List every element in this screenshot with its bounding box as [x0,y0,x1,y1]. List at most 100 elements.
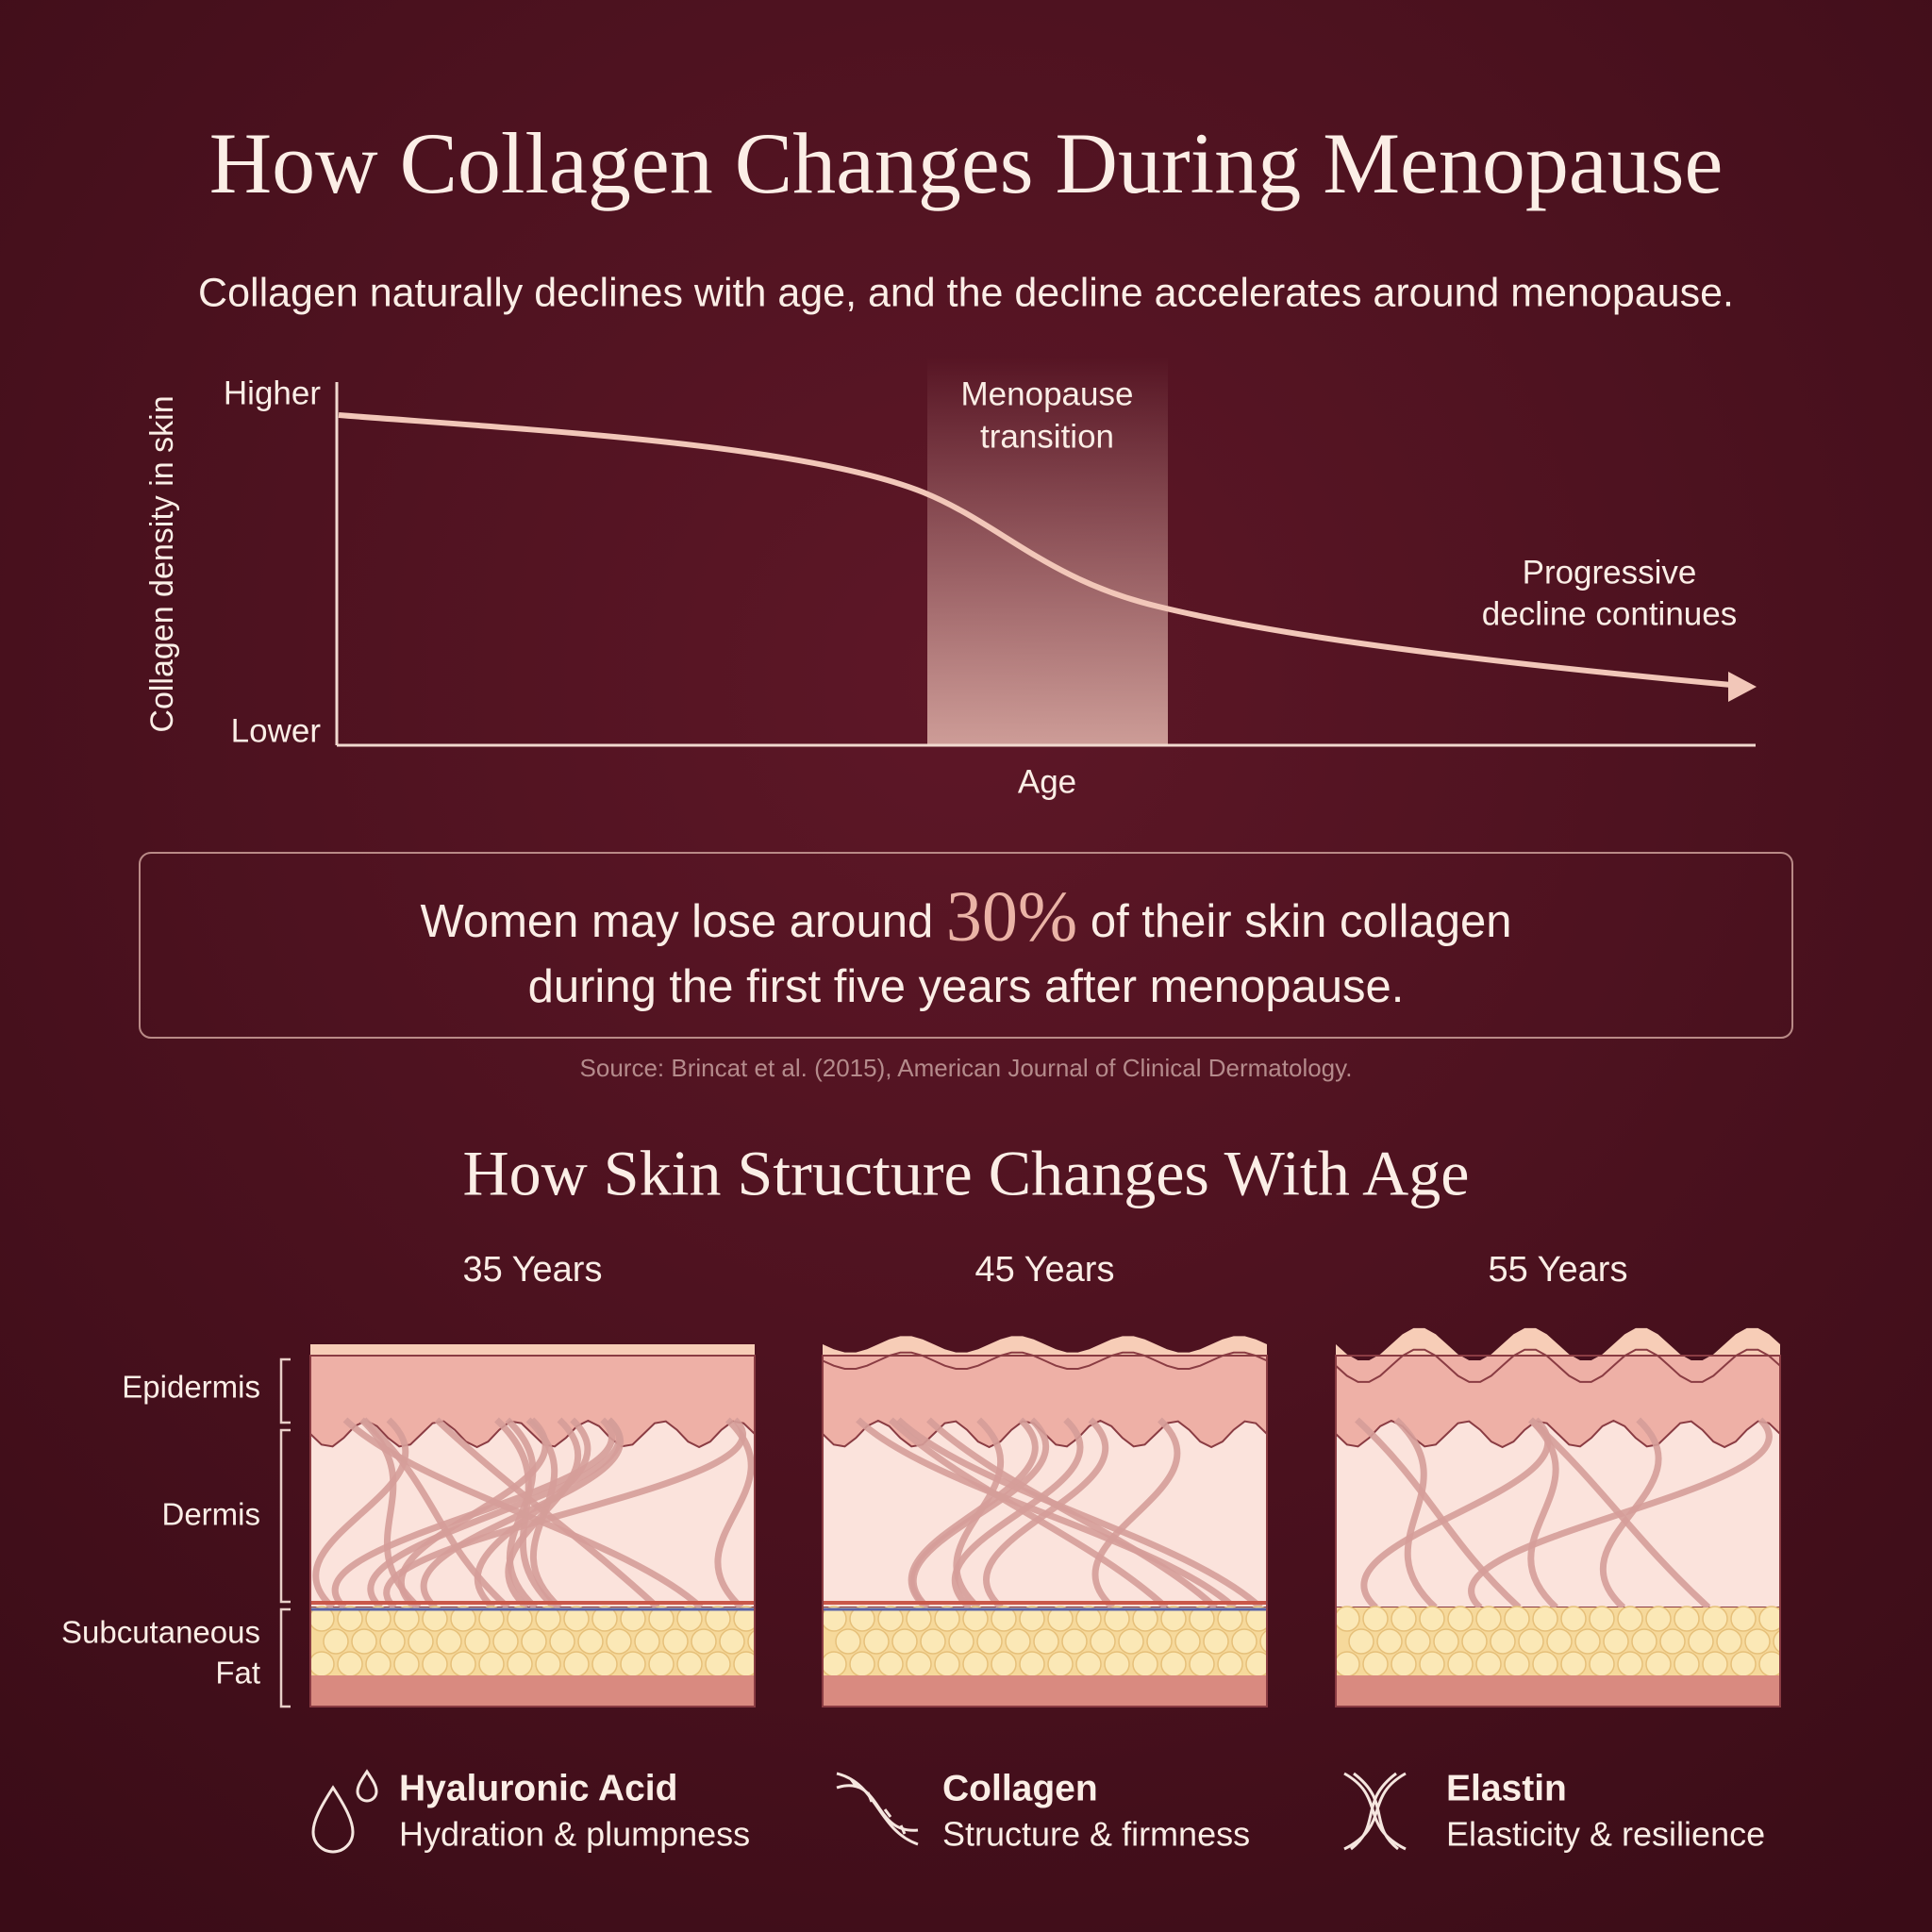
fat-cell [1189,1606,1215,1632]
skin-panel [1336,1327,1780,1707]
panel-label: 35 Years [463,1250,603,1290]
fat-cell [962,1651,989,1677]
fat-cell [620,1606,646,1632]
fat-cell [1231,1628,1257,1655]
collagen-fiber [1393,1417,1438,1610]
fat-cell [1504,1606,1530,1632]
deep-layer [1336,1675,1780,1707]
fat-cell [464,1628,491,1655]
fat-cell [1730,1651,1757,1677]
layer-label: Fat [215,1656,260,1690]
fat-cell [549,1628,575,1655]
fat-cell [1758,1606,1780,1632]
fat-cell [1174,1628,1201,1655]
skin-panel [823,1336,1267,1707]
fat-cell [535,1606,561,1632]
fat-cell [1061,1628,1088,1655]
fat-cell [1617,1606,1643,1632]
layer-label: Subcutaneous [61,1615,260,1650]
fat-cell [835,1628,861,1655]
fat-cell [1362,1606,1389,1632]
fat-cell [1518,1628,1544,1655]
collagen-fiber [1527,1417,1559,1610]
fat-cell [1132,1651,1158,1677]
fat-cell [934,1606,960,1632]
fat-cell [1391,1651,1417,1677]
fat-cell [337,1606,363,1632]
fat-cell [1203,1628,1229,1655]
epidermis-line [1336,1348,1780,1383]
deep-layer [823,1675,1267,1707]
fat-cell [1688,1628,1714,1655]
fat-cell [823,1651,847,1677]
legend-text: Elasticity & resilience [1446,1815,1765,1854]
fat-cell [1546,1628,1573,1655]
fat-cell [1560,1651,1587,1677]
fat-cell [719,1628,745,1655]
collagen-fiber [888,1417,1169,1610]
fat-cell [1047,1651,1074,1677]
collagen-fiber [505,1417,582,1610]
fat-cell [906,1651,932,1677]
collagen-fiber [1355,1417,1522,1610]
fat-cell [1146,1628,1173,1655]
fat-cell [1118,1628,1144,1655]
menopause-band [927,358,1168,745]
fat-cell [1532,1651,1558,1677]
fat-cell [563,1651,590,1677]
fat-cell [705,1606,731,1632]
collagen-fiber [951,1417,1084,1610]
fat-cell [948,1628,974,1655]
band-label: transition [980,418,1114,455]
collagen-fiber [895,1417,1263,1610]
collagen-curve [338,412,1732,688]
fat-cell [991,1651,1017,1677]
fat-cell [507,1606,533,1632]
skin-panels: 35 Years 45 Years 55 Years [309,1250,1781,1707]
layer-label: Epidermis [122,1370,260,1405]
fat-cell [365,1606,391,1632]
collagen-fiber [1360,1417,1552,1610]
legend-text: Structure & firmness [942,1815,1250,1854]
collagen-fiber [1599,1417,1662,1610]
fat-cell [606,1628,632,1655]
collagen-fiber [1528,1417,1711,1610]
fat-cell [393,1651,420,1677]
fat-cell [577,1628,604,1655]
panel-label: 45 Years [975,1250,1115,1290]
fat-cell [408,1628,434,1655]
fat-cell [823,1606,847,1632]
fat-cell [1047,1606,1074,1632]
fat-cell [1603,1628,1629,1655]
skin-panel [310,1344,755,1707]
fat-cell [1589,1651,1615,1677]
fat-cell [535,1651,561,1677]
fat-cell [1730,1606,1757,1632]
fat-cell [1160,1651,1187,1677]
fat-cell [337,1651,363,1677]
fat-cell [1560,1606,1587,1632]
fat-cell [1336,1606,1360,1632]
fat-cell [877,1606,904,1632]
collagen-fiber [361,1417,510,1610]
fat-cell [1589,1606,1615,1632]
fat-cell [436,1628,462,1655]
fat-cell [849,1651,875,1677]
fat-cell [648,1606,675,1632]
fat-cell [1645,1606,1672,1632]
fat-cell [1532,1606,1558,1632]
fat-cell [1019,1606,1045,1632]
y-low-label: Lower [231,712,322,749]
fat-cell [1391,1606,1417,1632]
fat-cell [1490,1628,1516,1655]
fat-cell [591,1606,618,1632]
fat-cell [1104,1606,1130,1632]
highlight-text: Women may lose around [420,896,933,947]
fat-cell [1419,1651,1445,1677]
collagen-fiber [983,1417,1109,1610]
fat-cell [1447,1651,1474,1677]
fat-cell [1702,1606,1728,1632]
fat-cell [662,1628,689,1655]
fat-cell [1075,1651,1102,1677]
